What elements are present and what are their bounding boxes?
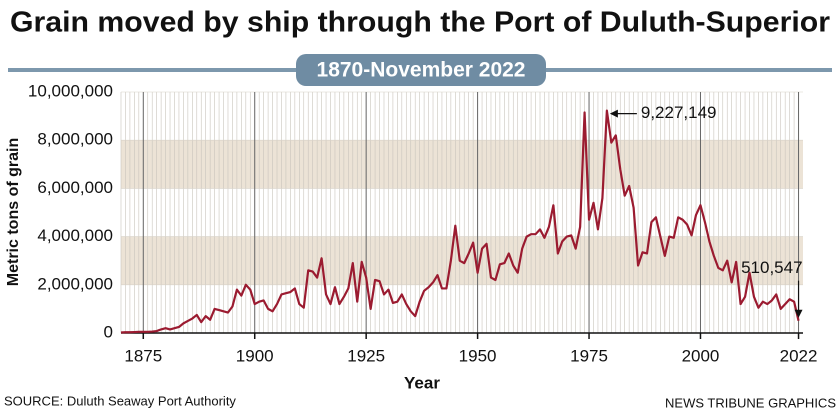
data-label: 510,547 <box>741 258 802 277</box>
credit: NEWS TRIBUNE GRAPHICS <box>665 395 836 410</box>
y-tick-label: 10,000,000 <box>28 81 113 100</box>
x-tick-label: 1875 <box>124 346 162 365</box>
x-tick-label: 2000 <box>682 346 720 365</box>
x-axis-label: Year <box>404 373 440 392</box>
annotation-arrowhead <box>609 109 618 118</box>
y-tick-label: 6,000,000 <box>37 178 113 197</box>
series-line <box>120 109 800 334</box>
x-tick-label: 1975 <box>570 346 608 365</box>
x-tick-label: 1950 <box>459 346 497 365</box>
y-tick-label: 0 <box>104 322 113 341</box>
x-tick-label: 1925 <box>347 346 385 365</box>
y-tick-label: 2,000,000 <box>37 274 113 293</box>
grid-band <box>121 140 803 189</box>
source: SOURCE: Duluth Seaway Port Authority <box>4 393 236 408</box>
y-tick-label: 4,000,000 <box>37 226 113 245</box>
annotation-arrowhead <box>794 309 803 318</box>
x-tick-label: 2022 <box>780 346 818 365</box>
y-axis-label: Metric tons of grain <box>5 138 22 286</box>
subtitle: 1870-November 2022 <box>317 59 526 82</box>
chart-title: Grain moved by ship through the Port of … <box>10 7 830 39</box>
y-tick-label: 8,000,000 <box>37 130 113 149</box>
x-tick-label: 1900 <box>236 346 274 365</box>
subtitle-pill <box>296 54 546 86</box>
data-label: 9,227,149 <box>641 103 717 122</box>
